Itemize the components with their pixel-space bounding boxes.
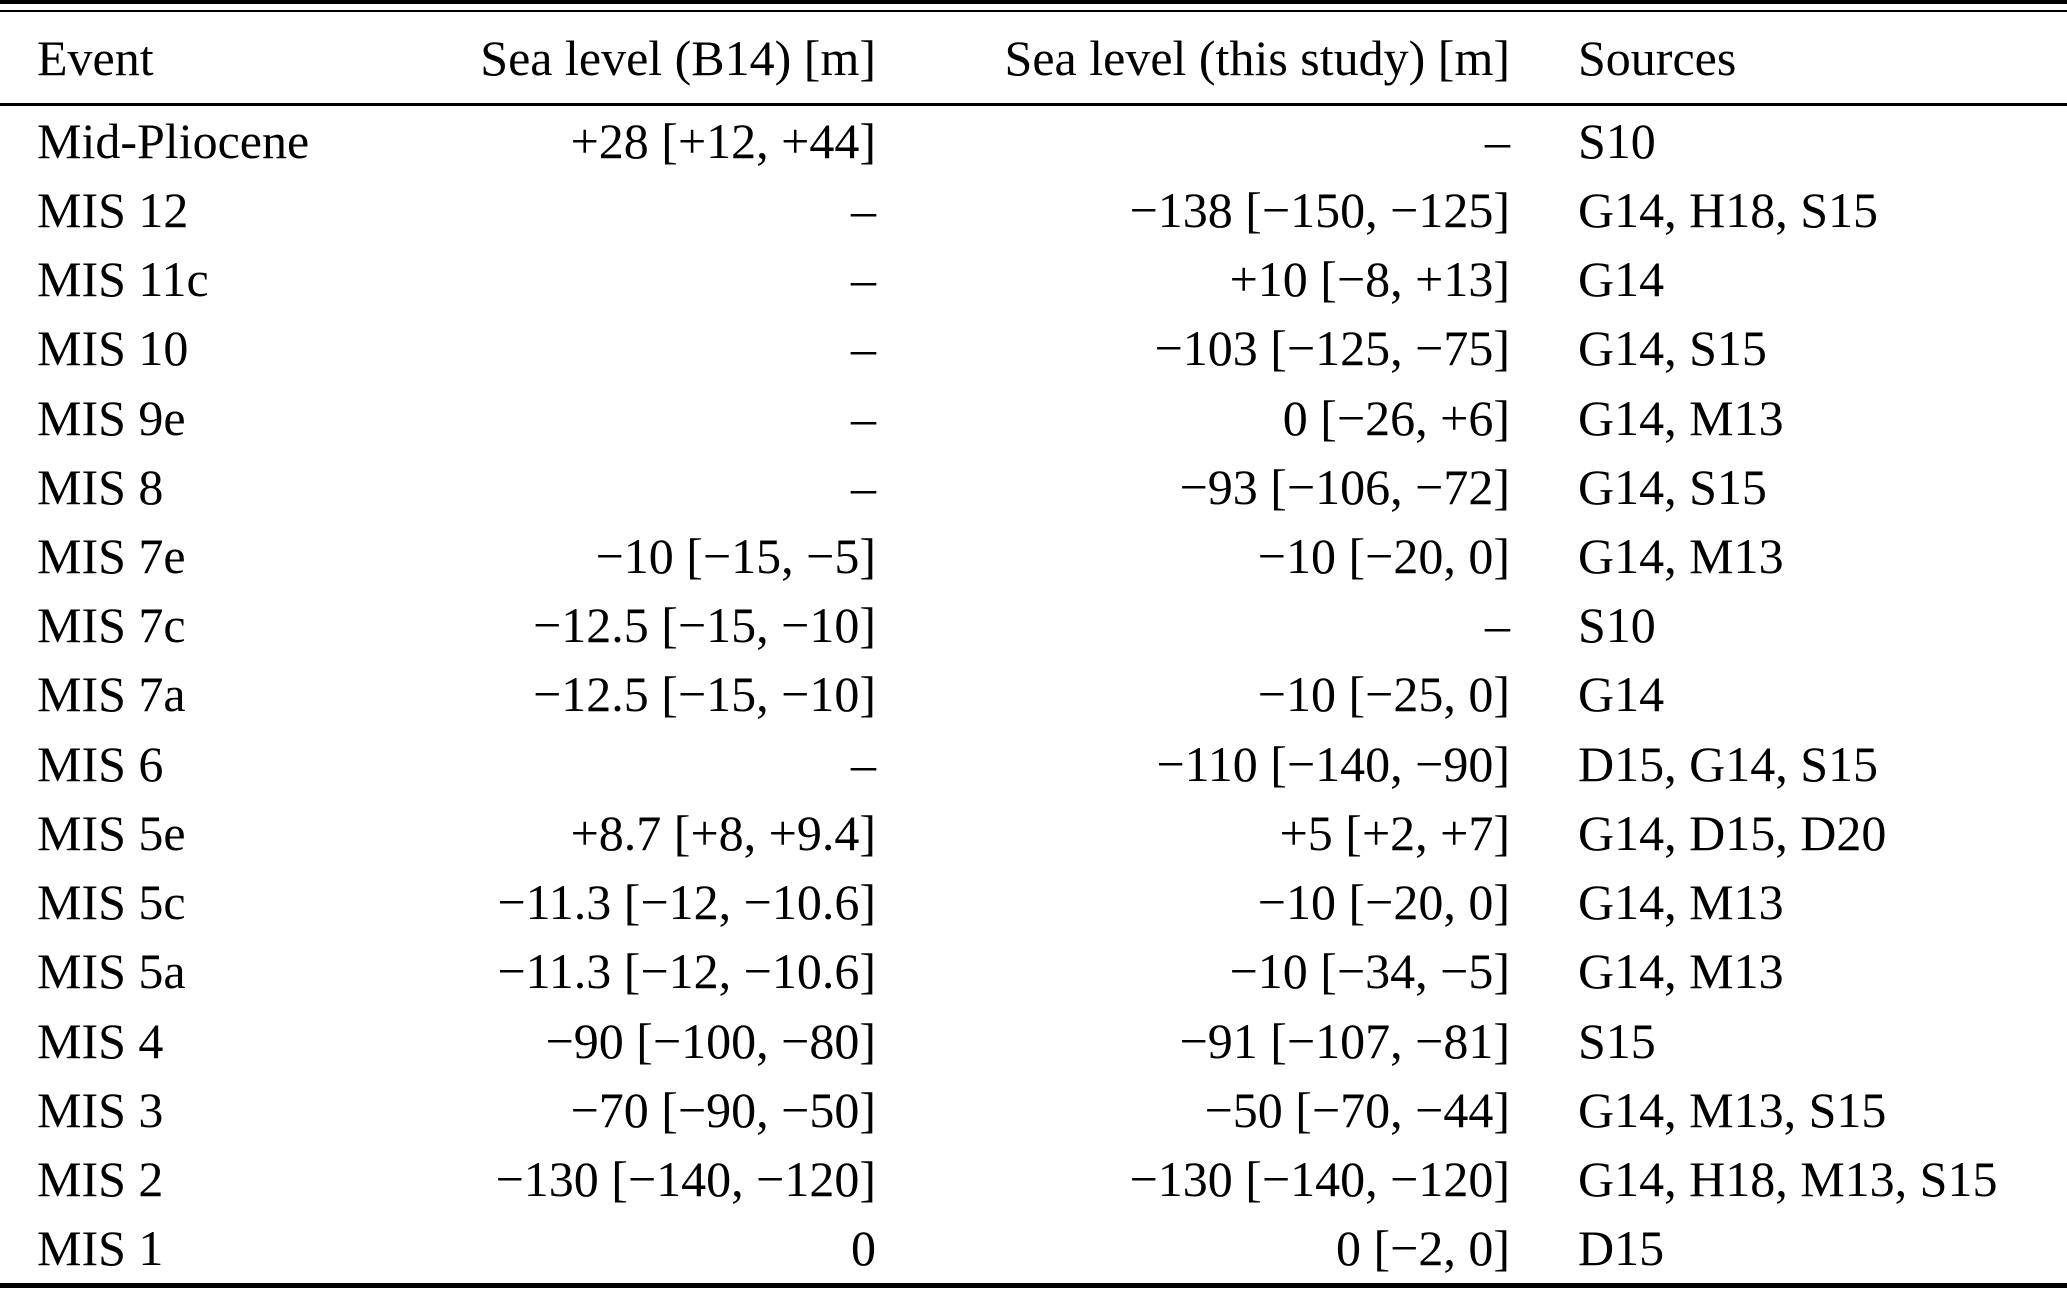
table-header-row: Event Sea level (B14) [m] Sea level (thi…	[0, 12, 2067, 103]
table-row: MIS 3 −70 [−90, −50] −50 [−70, −44] G14, M1…	[0, 1075, 2067, 1144]
table-row: MIS 5a −11.3 [−12, −10.6] −10 [−34, −5] G14…	[0, 937, 2067, 1006]
this-study-cell: −10 [−25, 0]	[1257, 666, 1510, 723]
this-study-cell: +10 [−8, +13]	[1229, 251, 1510, 308]
b14-cell: –	[851, 320, 876, 377]
b14-cell: −90 [−100, −80]	[545, 1012, 876, 1069]
event-cell: MIS 5a	[37, 943, 186, 1000]
sources-cell: G14, D15, D20	[1578, 804, 1887, 861]
top-rule-thick	[0, 0, 2067, 4]
column-header-sources: Sources	[1578, 29, 1737, 86]
table-row: MIS 8 – −93 [−106, −72] G14, S15	[0, 452, 2067, 521]
this-study-cell: −93 [−106, −72]	[1179, 458, 1510, 515]
sources-cell: G14	[1578, 251, 1665, 308]
event-cell: MIS 8	[37, 458, 164, 515]
table-row: MIS 11c – +10 [−8, +13] G14	[0, 244, 2067, 313]
b14-cell: 0	[851, 1220, 876, 1277]
event-cell: MIS 7c	[37, 597, 186, 654]
event-cell: MIS 1	[37, 1220, 164, 1277]
table-body: Mid-Pliocene +28 [+12, +44] – S10 MIS 12 – −13…	[0, 106, 2067, 1283]
sources-cell: G14, S15	[1578, 320, 1767, 377]
event-cell: MIS 12	[37, 181, 189, 238]
this-study-cell: +5 [+2, +7]	[1279, 804, 1510, 861]
event-cell: MIS 6	[37, 735, 164, 792]
sources-cell: G14, M13, S15	[1578, 1081, 1887, 1138]
table-row: MIS 5c −11.3 [−12, −10.6] −10 [−20, 0] G14,…	[0, 868, 2067, 937]
this-study-cell: −10 [−20, 0]	[1257, 874, 1510, 931]
table-row: MIS 7a −12.5 [−15, −10] −10 [−25, 0] G14	[0, 660, 2067, 729]
header-separator-rule	[0, 103, 2067, 106]
event-cell: MIS 5c	[37, 874, 186, 931]
table-row: MIS 6 – −110 [−140, −90] D15, G14, S15	[0, 729, 2067, 798]
b14-cell: +28 [+12, +44]	[570, 112, 876, 169]
this-study-cell: −10 [−20, 0]	[1257, 528, 1510, 585]
sources-cell: G14, H18, S15	[1578, 181, 1879, 238]
this-study-cell: −138 [−150, −125]	[1129, 181, 1510, 238]
event-cell: MIS 2	[37, 1151, 164, 1208]
this-study-cell: −91 [−107, −81]	[1179, 1012, 1510, 1069]
this-study-cell: 0 [−2, 0]	[1336, 1220, 1510, 1277]
bottom-rule	[0, 1283, 2067, 1288]
table-row: MIS 12 – −138 [−150, −125] G14, H18, S15	[0, 175, 2067, 244]
b14-cell: –	[851, 389, 876, 446]
this-study-cell: 0 [−26, +6]	[1282, 389, 1510, 446]
b14-cell: –	[851, 458, 876, 515]
sources-cell: D15, G14, S15	[1578, 735, 1879, 792]
table-row: MIS 7c −12.5 [−15, −10] – S10	[0, 591, 2067, 660]
column-header-b14: Sea level (B14) [m]	[480, 29, 876, 86]
table-row: MIS 4 −90 [−100, −80] −91 [−107, −81] S15	[0, 1006, 2067, 1075]
sources-cell: G14, M13	[1578, 874, 1784, 931]
top-rule-thin	[0, 10, 2067, 12]
event-cell: MIS 10	[37, 320, 189, 377]
table-row: Mid-Pliocene +28 [+12, +44] – S10	[0, 106, 2067, 175]
sources-cell: G14, M13	[1578, 389, 1784, 446]
sources-cell: S10	[1578, 597, 1656, 654]
event-cell: MIS 7e	[37, 528, 186, 585]
b14-cell: +8.7 [+8, +9.4]	[570, 804, 876, 861]
event-cell: MIS 4	[37, 1012, 164, 1069]
top-rule-gap	[0, 4, 2067, 10]
event-cell: Mid-Pliocene	[37, 112, 310, 169]
event-cell: MIS 7a	[37, 666, 186, 723]
this-study-cell: −103 [−125, −75]	[1154, 320, 1510, 377]
b14-cell: −70 [−90, −50]	[570, 1081, 876, 1138]
sources-cell: G14, H18, M13, S15	[1578, 1151, 1998, 1208]
this-study-cell: −50 [−70, −44]	[1204, 1081, 1510, 1138]
table-row: MIS 1 0 0 [−2, 0] D15	[0, 1214, 2067, 1283]
this-study-cell: –	[1485, 112, 1510, 169]
table-row: MIS 7e −10 [−15, −5] −10 [−20, 0] G14, M13	[0, 521, 2067, 590]
table-row: MIS 9e – 0 [−26, +6] G14, M13	[0, 383, 2067, 452]
this-study-cell: –	[1485, 597, 1510, 654]
event-cell: MIS 5e	[37, 804, 186, 861]
sources-cell: S15	[1578, 1012, 1656, 1069]
event-cell: MIS 11c	[37, 251, 209, 308]
sources-cell: G14, M13	[1578, 528, 1784, 585]
b14-cell: –	[851, 181, 876, 238]
table-row: MIS 5e +8.7 [+8, +9.4] +5 [+2, +7] G14, D15…	[0, 798, 2067, 867]
b14-cell: −12.5 [−15, −10]	[533, 597, 876, 654]
event-cell: MIS 3	[37, 1081, 164, 1138]
this-study-cell: −10 [−34, −5]	[1229, 943, 1510, 1000]
sources-cell: S10	[1578, 112, 1656, 169]
sources-cell: G14	[1578, 666, 1665, 723]
b14-cell: −130 [−140, −120]	[495, 1151, 876, 1208]
b14-cell: −11.3 [−12, −10.6]	[497, 874, 876, 931]
event-cell: MIS 9e	[37, 389, 186, 446]
b14-cell: −12.5 [−15, −10]	[533, 666, 876, 723]
b14-cell: −11.3 [−12, −10.6]	[497, 943, 876, 1000]
table-row: MIS 2 −130 [−140, −120] −130 [−140, −120] G…	[0, 1145, 2067, 1214]
sources-cell: G14, M13	[1578, 943, 1784, 1000]
this-study-cell: −130 [−140, −120]	[1129, 1151, 1510, 1208]
table-row: MIS 10 – −103 [−125, −75] G14, S15	[0, 314, 2067, 383]
sources-cell: G14, S15	[1578, 458, 1767, 515]
column-header-this-study: Sea level (this study) [m]	[1004, 29, 1510, 86]
b14-cell: –	[851, 735, 876, 792]
column-header-event: Event	[37, 29, 154, 86]
b14-cell: –	[851, 251, 876, 308]
this-study-cell: −110 [−140, −90]	[1156, 735, 1510, 792]
sources-cell: D15	[1578, 1220, 1665, 1277]
b14-cell: −10 [−15, −5]	[595, 528, 876, 585]
